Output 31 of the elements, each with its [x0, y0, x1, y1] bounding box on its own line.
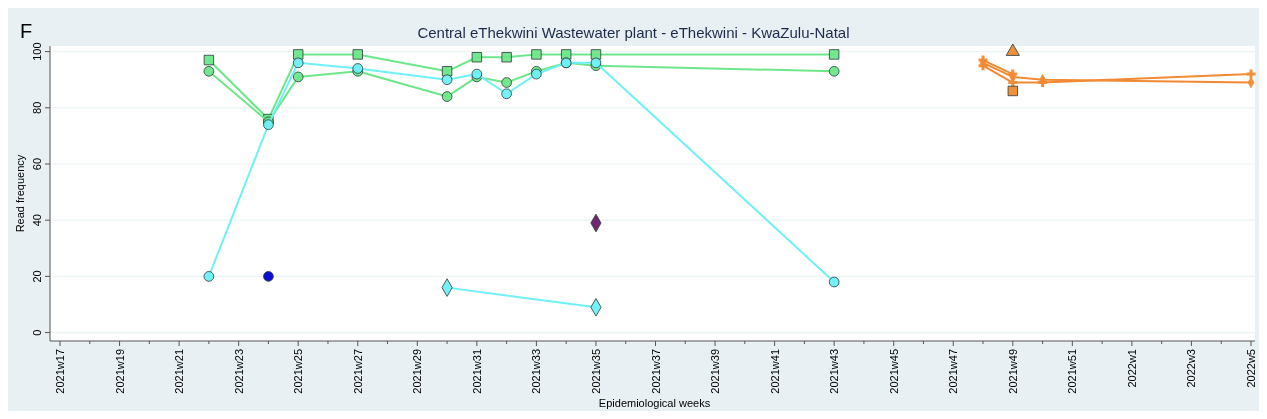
- x-tick-label: 2021w51: [1066, 349, 1079, 394]
- y-tick-label: 20: [31, 270, 43, 283]
- x-tick-label: 2021w43: [828, 349, 841, 394]
- x-tick-label: 2021w23: [232, 349, 245, 394]
- x-tick-label: 2021w27: [351, 349, 364, 394]
- x-tick-label: 2021w25: [292, 349, 305, 394]
- x-tick-label: 2021w29: [411, 349, 424, 394]
- x-axis-title: Epidemiological weeks: [598, 397, 711, 409]
- x-tick-label: 2021w49: [1006, 349, 1019, 394]
- x-tick-label: 2022w1: [1125, 349, 1138, 388]
- text: F: [20, 20, 33, 42]
- x-tick-label: 2021w47: [947, 349, 960, 394]
- x-tick-label: 2021w39: [709, 349, 722, 394]
- y-tick-label: 0: [31, 329, 43, 336]
- y-tick-label: 40: [31, 214, 43, 227]
- chart-title: Central eThekwini Wastewater plant - eThekwini - KwaZulu-Natal: [417, 24, 850, 41]
- y-tick-label: 80: [31, 101, 43, 114]
- x-tick-label: 2021w37: [649, 349, 662, 394]
- y-tick-label: 60: [31, 157, 43, 171]
- x-tick-label: 2021w31: [470, 349, 483, 394]
- x-tick-label: 2022w5: [1245, 349, 1257, 388]
- x-tick-label: 2021w35: [589, 349, 602, 394]
- y-axis-title: Read frequency: [14, 154, 26, 233]
- x-tick-label: 2021w17: [54, 349, 66, 394]
- x-tick-label: 2021w45: [887, 349, 900, 394]
- x-tick-label: 2021w21: [173, 349, 186, 394]
- x-tick-label: 2021w41: [768, 349, 781, 394]
- x-tick-label: 2021w33: [530, 349, 543, 394]
- x-tick-label: 2021w19: [113, 349, 126, 394]
- y-tick-label: 100: [31, 42, 43, 61]
- x-tick-label: 2022w3: [1185, 349, 1198, 388]
